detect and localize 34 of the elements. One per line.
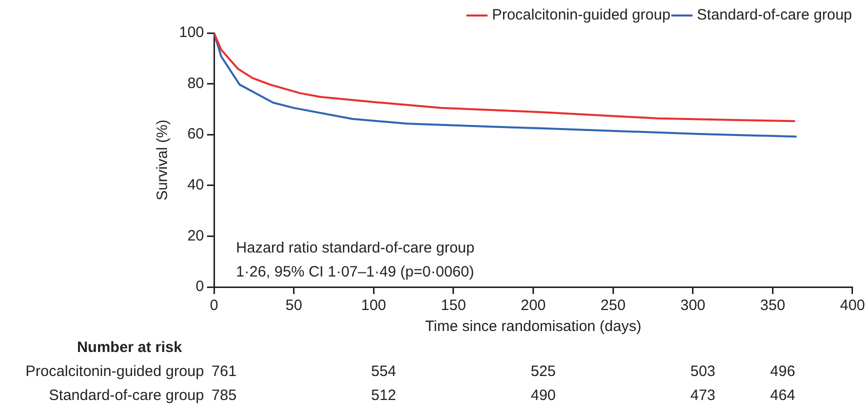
x-axis-title: Time since randomisation (days): [425, 318, 642, 336]
y-tick-label: 0: [196, 278, 204, 296]
text: 473: [690, 387, 716, 404]
text: 490: [530, 387, 556, 404]
text: 761: [212, 363, 237, 380]
text: 554: [371, 363, 396, 380]
x-tick-label: 300: [680, 297, 706, 314]
text: 503: [690, 363, 716, 380]
text: 785: [212, 387, 237, 404]
x-tick-label: 400: [840, 297, 865, 314]
y-tick-label: 100: [178, 24, 204, 42]
y-tick-label: 80: [187, 74, 204, 92]
legend-label: Procalcitonin-guided group: [492, 6, 670, 24]
x-tick-label: 0: [210, 297, 218, 314]
text: Number at risk: [76, 339, 183, 356]
annotation: 1·26, 95% CI 1·07–1·49 (p=0·0060): [236, 263, 474, 280]
y-tick-label: 20: [187, 227, 204, 244]
text: 512: [371, 387, 396, 404]
text: Standard-of-care group: [48, 387, 204, 404]
x-tick-label: 250: [600, 297, 626, 314]
x-tick-label: 100: [361, 297, 386, 314]
text: 496: [770, 363, 796, 380]
y-tick-label: 40: [187, 176, 204, 194]
annotation: Hazard ratio standard-of-care group: [236, 239, 474, 256]
x-tick-label: 150: [440, 297, 466, 314]
y-axis-title: Survival (%): [154, 120, 172, 200]
legend-label: Standard-of-care group: [696, 6, 852, 24]
y-tick-label: 60: [187, 126, 204, 143]
x-tick-label: 350: [760, 297, 786, 314]
x-tick-label: 50: [285, 297, 302, 314]
text: Procalcitonin-guided group: [26, 363, 204, 380]
text: 464: [770, 387, 796, 404]
x-tick-label: 200: [520, 297, 546, 314]
text: 525: [530, 363, 556, 380]
